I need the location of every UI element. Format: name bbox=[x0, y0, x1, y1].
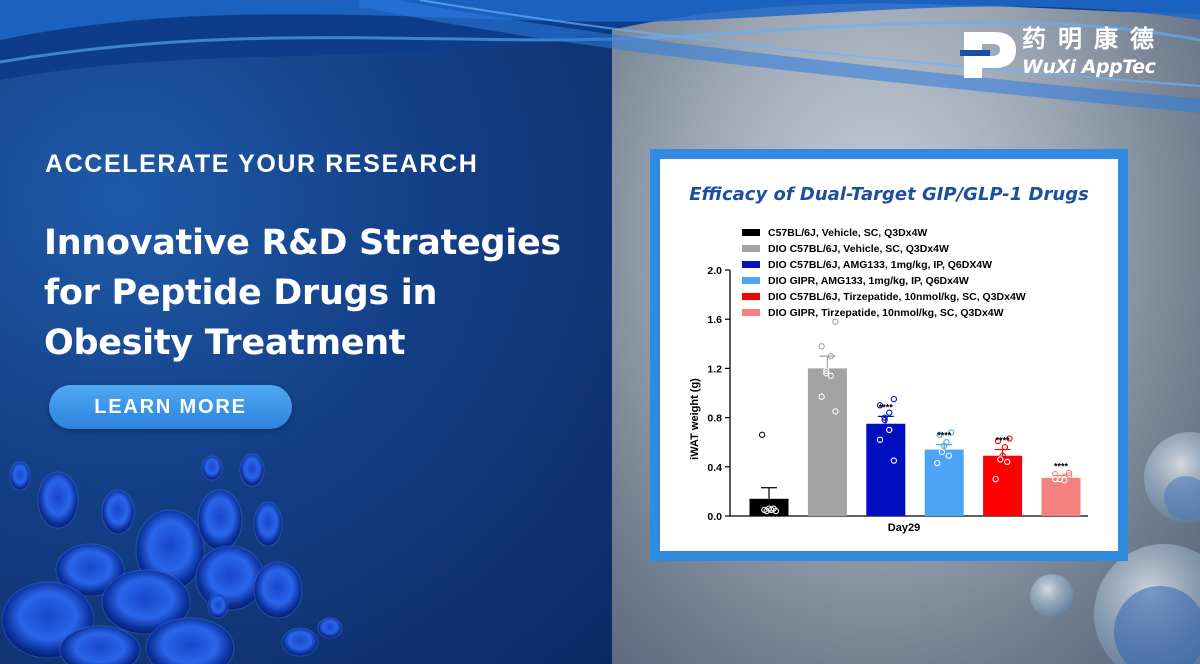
chart-bars: **** **** **** **** bbox=[749, 318, 1081, 516]
y-tick-label: 0.8 bbox=[707, 413, 722, 425]
legend-swatch-3 bbox=[742, 261, 760, 268]
significance-label-5: **** bbox=[996, 436, 1011, 446]
data-point-2 bbox=[818, 393, 825, 400]
significance-label-3: **** bbox=[879, 402, 894, 412]
y-tick-label: 0.4 bbox=[707, 462, 722, 474]
data-point-6 bbox=[1061, 477, 1068, 484]
data-point-3 bbox=[886, 426, 893, 434]
legend-swatch-5 bbox=[742, 293, 760, 300]
significance-label-4: **** bbox=[937, 431, 952, 441]
bar-4 bbox=[924, 449, 964, 516]
data-point-3 bbox=[876, 436, 884, 443]
data-point-5 bbox=[994, 437, 1002, 445]
data-point-1 bbox=[758, 431, 766, 438]
headline-line-2: for Peptide Drugs in bbox=[44, 273, 438, 313]
data-point-5 bbox=[1006, 435, 1013, 442]
legend-swatch-4 bbox=[742, 277, 760, 284]
data-point-2 bbox=[832, 318, 839, 325]
data-point-2 bbox=[832, 408, 839, 415]
legend-label-4: DIO GIPR, AMG133, 1mg/kg, IP, Q6Dx4W bbox=[768, 275, 969, 287]
wuxi-logo-icon bbox=[960, 32, 1016, 78]
data-point-2 bbox=[827, 352, 835, 360]
y-tick-label: 1.6 bbox=[707, 314, 722, 326]
chart-panel: Efficacy of Dual-Target GIP/GLP-1 Drugs … bbox=[660, 159, 1118, 551]
data-point-5 bbox=[997, 456, 1004, 463]
chart-legend: C57BL/6J, Vehicle, SC, Q3Dx4W DIO C57BL/6… bbox=[742, 227, 1026, 319]
data-point-2 bbox=[827, 372, 835, 379]
legend-label-1: C57BL/6J, Vehicle, SC, Q3Dx4W bbox=[768, 227, 927, 239]
data-point-1 bbox=[770, 505, 777, 512]
bar-1 bbox=[749, 498, 789, 516]
data-point-5 bbox=[1001, 443, 1009, 451]
data-point-2 bbox=[818, 343, 825, 350]
data-point-1 bbox=[763, 507, 770, 515]
y-tick-label: 0.0 bbox=[707, 511, 722, 523]
bar-chart: Efficacy of Dual-Target GIP/GLP-1 Drugs … bbox=[689, 184, 1089, 534]
data-point-5 bbox=[1004, 458, 1011, 466]
data-point-4 bbox=[941, 442, 948, 450]
data-point-2 bbox=[823, 367, 830, 375]
data-point-3 bbox=[886, 409, 893, 416]
y-tick-label: 2.0 bbox=[707, 265, 722, 277]
legend-label-3: DIO C57BL/6J, AMG133, 1mg/kg, IP, Q6DX4W bbox=[768, 259, 992, 271]
legend-swatch-6 bbox=[742, 309, 760, 316]
legend-label-5: DIO C57BL/6J, Tirzepatide, 10nmol/kg, SC… bbox=[768, 291, 1026, 303]
significance-label-6: **** bbox=[1054, 461, 1069, 471]
legend-label-2: DIO C57BL/6J, Vehicle, SC, Q3Dx4W bbox=[768, 243, 949, 255]
data-point-3 bbox=[890, 395, 898, 403]
headline-line-3: Obesity Treatment bbox=[44, 323, 406, 363]
x-axis-label: Day29 bbox=[888, 522, 920, 534]
data-point-6 bbox=[1065, 472, 1073, 479]
legend-swatch-2 bbox=[742, 245, 760, 252]
page-title: Innovative R&D Strategies for Peptide Dr… bbox=[44, 218, 614, 368]
chart-title: Efficacy of Dual-Target GIP/GLP-1 Drugs bbox=[689, 184, 1089, 205]
headline-line-1: Innovative R&D Strategies bbox=[44, 223, 561, 263]
data-point-3 bbox=[890, 457, 898, 464]
chart-axes: 0.0 0.4 0.8 1.2 1.6 2.0 bbox=[707, 265, 1088, 523]
data-point-4 bbox=[936, 431, 943, 438]
bar-3 bbox=[866, 423, 906, 516]
data-point-3 bbox=[881, 414, 888, 421]
data-point-4 bbox=[938, 448, 946, 456]
data-point-4 bbox=[945, 452, 952, 459]
data-point-6 bbox=[1065, 469, 1073, 477]
learn-more-button[interactable]: LEARN MORE bbox=[49, 385, 292, 429]
blood-cells-illustration bbox=[1, 453, 343, 664]
bar-5 bbox=[983, 455, 1023, 516]
data-point-3 bbox=[881, 416, 888, 424]
legend-label-6: DIO GIPR, Tirzepatide, 10nmol/kg, SC, Q3… bbox=[768, 307, 1004, 319]
data-point-4 bbox=[947, 429, 955, 436]
chart-card: Efficacy of Dual-Target GIP/GLP-1 Drugs … bbox=[650, 149, 1128, 561]
bar-6 bbox=[1041, 477, 1081, 516]
cells-bubbles-illustration bbox=[1030, 432, 1200, 664]
brand-name-chinese: 药明康德 bbox=[1022, 24, 1166, 53]
y-axis-label: iWAT weight (g) bbox=[689, 378, 701, 460]
eyebrow-text: ACCELERATE YOUR RESEARCH bbox=[45, 150, 479, 178]
data-point-2 bbox=[823, 370, 830, 377]
brand-name-english: WuXi AppTec bbox=[1022, 56, 1156, 78]
data-point-3 bbox=[876, 402, 884, 409]
company-logo[interactable]: 药明康德 WuXi AppTec bbox=[960, 24, 1182, 82]
bar-2 bbox=[807, 368, 847, 516]
legend-swatch-1 bbox=[742, 229, 760, 236]
y-tick-label: 1.2 bbox=[707, 363, 722, 375]
data-point-4 bbox=[934, 459, 941, 467]
data-point-6 bbox=[1052, 475, 1059, 483]
data-point-5 bbox=[992, 475, 999, 483]
